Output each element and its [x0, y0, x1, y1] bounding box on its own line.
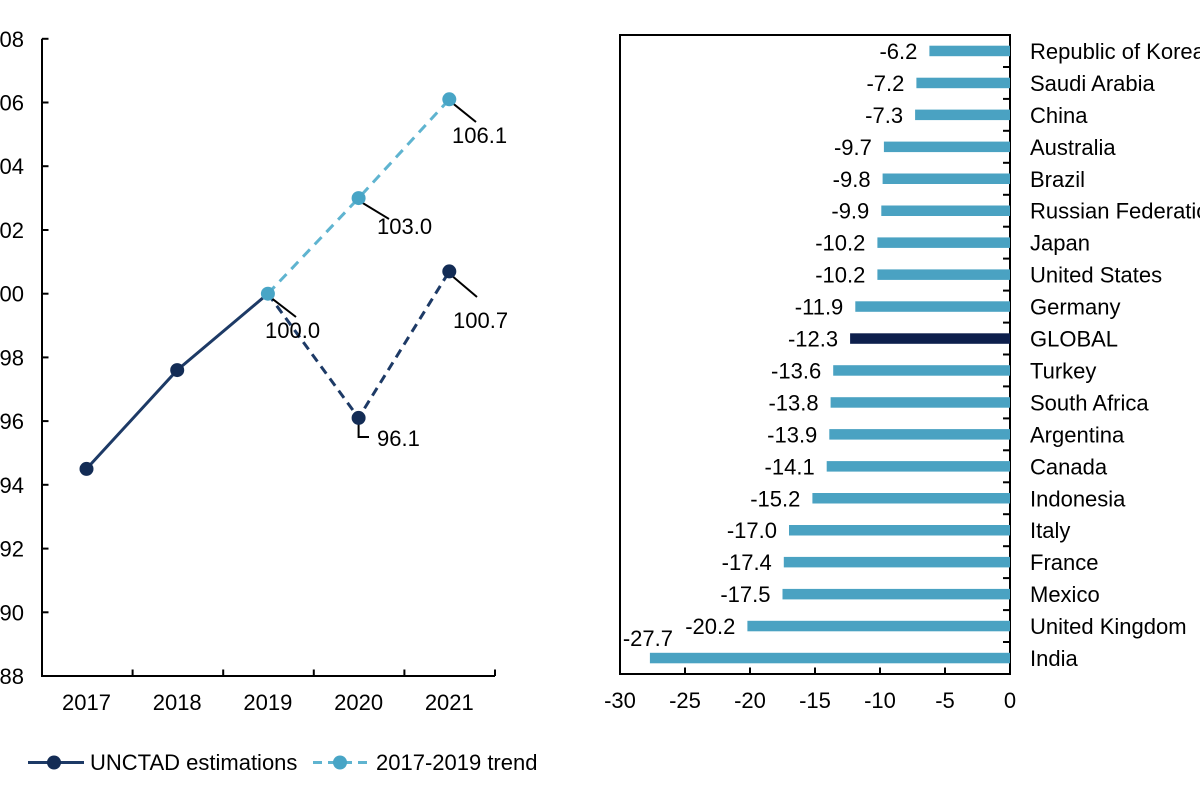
svg-text:Canada: Canada — [1030, 454, 1108, 479]
svg-text:-9.8: -9.8 — [833, 167, 871, 192]
svg-text:-17.4: -17.4 — [722, 550, 772, 575]
svg-text:Saudi Arabia: Saudi Arabia — [1030, 71, 1156, 96]
svg-text:-15: -15 — [799, 688, 831, 713]
svg-text:Republic of Korea: Republic of Korea — [1030, 39, 1200, 64]
svg-text:Argentina: Argentina — [1030, 422, 1125, 447]
svg-text:102: 102 — [0, 218, 24, 243]
svg-text:Brazil: Brazil — [1030, 167, 1085, 192]
svg-text:2019: 2019 — [243, 690, 292, 715]
svg-text:104: 104 — [0, 154, 24, 179]
svg-text:-13.6: -13.6 — [771, 359, 821, 384]
svg-text:100: 100 — [0, 282, 24, 307]
svg-text:2017-2019 trend: 2017-2019 trend — [376, 750, 537, 775]
svg-text:UNCTAD estimations: UNCTAD estimations — [90, 750, 297, 775]
svg-text:Indonesia: Indonesia — [1030, 486, 1126, 511]
svg-text:South Africa: South Africa — [1030, 390, 1149, 415]
svg-text:Germany: Germany — [1030, 295, 1120, 320]
svg-text:-13.8: -13.8 — [768, 390, 818, 415]
svg-text:-25: -25 — [669, 688, 701, 713]
svg-text:-27.7: -27.7 — [623, 626, 673, 651]
svg-text:-17.5: -17.5 — [720, 582, 770, 607]
svg-text:-20.2: -20.2 — [685, 614, 735, 639]
svg-text:-15.2: -15.2 — [750, 486, 800, 511]
svg-text:-10: -10 — [864, 688, 896, 713]
svg-text:2021: 2021 — [425, 690, 474, 715]
svg-text:-5: -5 — [935, 688, 955, 713]
svg-text:103.0: 103.0 — [377, 214, 432, 239]
svg-text:India: India — [1030, 646, 1078, 671]
svg-text:94: 94 — [0, 473, 24, 498]
svg-text:2018: 2018 — [153, 690, 202, 715]
svg-text:Mexico: Mexico — [1030, 582, 1100, 607]
svg-text:France: France — [1030, 550, 1098, 575]
svg-text:96.1: 96.1 — [377, 426, 420, 451]
svg-text:Australia: Australia — [1030, 135, 1116, 160]
svg-text:GLOBAL: GLOBAL — [1030, 327, 1118, 352]
svg-text:-12.3: -12.3 — [788, 327, 838, 352]
svg-text:-20: -20 — [734, 688, 766, 713]
svg-text:-13.9: -13.9 — [767, 422, 817, 447]
svg-text:100.0: 100.0 — [265, 318, 320, 343]
svg-text:106: 106 — [0, 91, 24, 116]
svg-text:-6.2: -6.2 — [879, 39, 917, 64]
svg-text:-9.9: -9.9 — [831, 199, 869, 224]
svg-text:-17.0: -17.0 — [727, 518, 777, 543]
svg-text:2020: 2020 — [334, 690, 383, 715]
svg-text:China: China — [1030, 103, 1088, 128]
svg-text:-10.2: -10.2 — [815, 231, 865, 256]
svg-text:-14.1: -14.1 — [765, 454, 815, 479]
svg-text:-10.2: -10.2 — [815, 263, 865, 288]
svg-text:United Kingdom: United Kingdom — [1030, 614, 1187, 639]
svg-text:-7.3: -7.3 — [865, 103, 903, 128]
svg-text:90: 90 — [0, 600, 24, 625]
svg-text:United States: United States — [1030, 263, 1162, 288]
svg-text:2017: 2017 — [62, 690, 111, 715]
svg-text:-11.9: -11.9 — [795, 295, 844, 320]
svg-text:Japan: Japan — [1030, 231, 1090, 256]
svg-text:88: 88 — [0, 664, 24, 689]
svg-text:Italy: Italy — [1030, 518, 1070, 543]
svg-text:98: 98 — [0, 345, 24, 370]
svg-text:-9.7: -9.7 — [834, 135, 872, 160]
svg-text:96: 96 — [0, 409, 24, 434]
svg-text:Russian Federation: Russian Federation — [1030, 199, 1200, 224]
svg-text:0: 0 — [1004, 688, 1016, 713]
svg-text:108: 108 — [0, 27, 24, 52]
svg-text:100.7: 100.7 — [453, 308, 508, 333]
svg-text:-7.2: -7.2 — [866, 71, 904, 96]
svg-text:Turkey: Turkey — [1030, 359, 1096, 384]
svg-text:-30: -30 — [604, 688, 636, 713]
svg-text:106.1: 106.1 — [452, 123, 507, 148]
svg-text:92: 92 — [0, 537, 24, 562]
